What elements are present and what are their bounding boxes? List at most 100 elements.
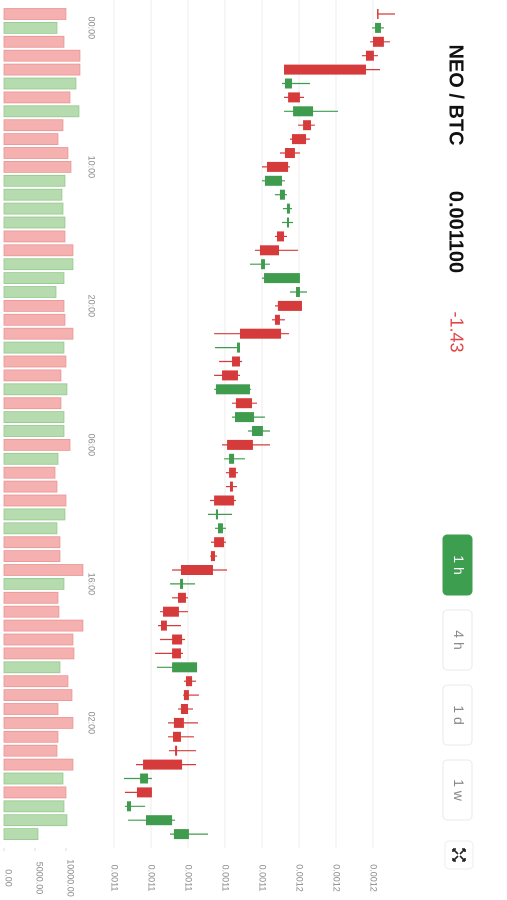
volume-bar <box>3 174 66 187</box>
volume-bars <box>3 8 84 840</box>
timeframe-label[interactable]: 1 h <box>451 555 467 574</box>
candle-body <box>214 537 225 548</box>
price-tick-label: 0.0012 <box>369 864 379 892</box>
volume-bar <box>3 786 67 799</box>
volume-bar <box>3 411 65 424</box>
candle-body <box>377 9 379 19</box>
price-tick-label: 0.0012 <box>332 864 342 892</box>
candle-body <box>229 467 236 478</box>
candle-body <box>229 453 235 464</box>
candle-body <box>264 273 300 284</box>
volume-bar <box>3 258 74 271</box>
expand-button-bg[interactable] <box>444 840 474 870</box>
candle-body <box>288 92 300 103</box>
volume-bar <box>3 63 81 76</box>
volume-bar <box>3 299 65 312</box>
price-tick-label: 0.0012 <box>295 864 305 892</box>
volume-bar <box>3 397 62 410</box>
volume-bar <box>3 828 39 840</box>
candle-body <box>365 50 374 61</box>
volume-bar <box>3 717 74 729</box>
expand-icon[interactable] <box>452 848 466 862</box>
candle-body <box>261 259 265 270</box>
candle-body <box>126 801 132 812</box>
expand-button[interactable] <box>444 840 474 870</box>
candle-body <box>227 439 253 450</box>
volume-bar <box>3 8 67 20</box>
time-tick-label: 02:00 <box>87 712 97 735</box>
volume-bar <box>3 49 81 62</box>
timeframe-button[interactable] <box>442 609 473 671</box>
volume-bar <box>3 91 71 104</box>
candle-body <box>259 245 280 256</box>
volume-bar <box>3 327 74 340</box>
candle-body <box>277 300 302 311</box>
volume-bar <box>3 188 63 201</box>
timeframe-button[interactable] <box>442 684 473 746</box>
candle-body <box>217 523 223 534</box>
candle-body <box>252 426 263 436</box>
candle-body <box>274 314 280 325</box>
volume-bar <box>3 633 74 646</box>
last-price: 0.001100 <box>445 191 467 273</box>
volume-bar <box>3 550 61 562</box>
timeframe-button[interactable] <box>442 759 473 821</box>
price-tick-label: 0.0011 <box>110 865 120 892</box>
volume-bar <box>3 605 60 618</box>
candle-body <box>210 551 216 562</box>
candle-body <box>229 481 233 492</box>
candle-body <box>303 120 312 131</box>
volume-bar <box>3 216 66 229</box>
candle-body <box>239 328 282 339</box>
candle-body <box>266 161 289 172</box>
candle-body <box>215 509 218 520</box>
volume-bar <box>3 425 65 437</box>
time-tick-label: 16:00 <box>87 573 97 596</box>
volume-bar <box>3 578 65 590</box>
candles <box>123 9 396 840</box>
candle-body <box>284 148 295 158</box>
axes: 0.0011 0.0011 0.0011 0.0011 0.0011 0.0012 0.00… <box>3 17 379 897</box>
candle-body <box>180 704 188 714</box>
candle-body <box>175 745 178 756</box>
timeframe-label[interactable]: 1 d <box>451 705 467 724</box>
price-tick-label: 0.0011 <box>184 865 194 892</box>
timeframe-label[interactable]: 4 h <box>451 630 467 649</box>
volume-bar <box>3 647 75 660</box>
price-change: -1.43 <box>446 311 466 352</box>
candle-body <box>237 342 240 353</box>
candle-body <box>234 412 255 423</box>
time-tick-label: 00:00 <box>87 17 97 40</box>
candle-body <box>185 676 193 687</box>
candle-body <box>180 578 184 589</box>
volume-bar <box>3 341 65 354</box>
timeframe-button[interactable] <box>442 534 473 596</box>
volume-bar <box>3 772 64 785</box>
volume-bar <box>3 160 72 173</box>
volume-bar <box>3 272 65 285</box>
volume-bar <box>3 21 58 34</box>
volume-bar <box>3 591 59 604</box>
candle-body <box>284 64 366 75</box>
candle-body <box>296 287 300 297</box>
timeframe-buttons: 1 h 4 h 1 d 1 w <box>442 534 473 821</box>
volume-bar <box>3 383 68 396</box>
timeframe-label[interactable]: 1 w <box>451 779 467 802</box>
candle-body <box>375 22 381 33</box>
price-tick-label: 0.0011 <box>258 865 268 892</box>
candle-body <box>286 203 290 214</box>
volume-bar <box>3 744 58 757</box>
volume-bar <box>3 286 57 298</box>
candle-body <box>140 773 149 784</box>
pair-title: NEO / BTC <box>445 44 467 145</box>
volume-bar <box>3 494 67 507</box>
volume-bar <box>3 133 59 146</box>
candle-body <box>172 662 198 673</box>
candle-body <box>136 787 152 798</box>
candle-body <box>222 370 238 381</box>
volume-bar <box>3 661 61 674</box>
candle-body <box>286 217 290 228</box>
volume-bar <box>3 244 74 257</box>
volume-bar <box>3 452 59 465</box>
